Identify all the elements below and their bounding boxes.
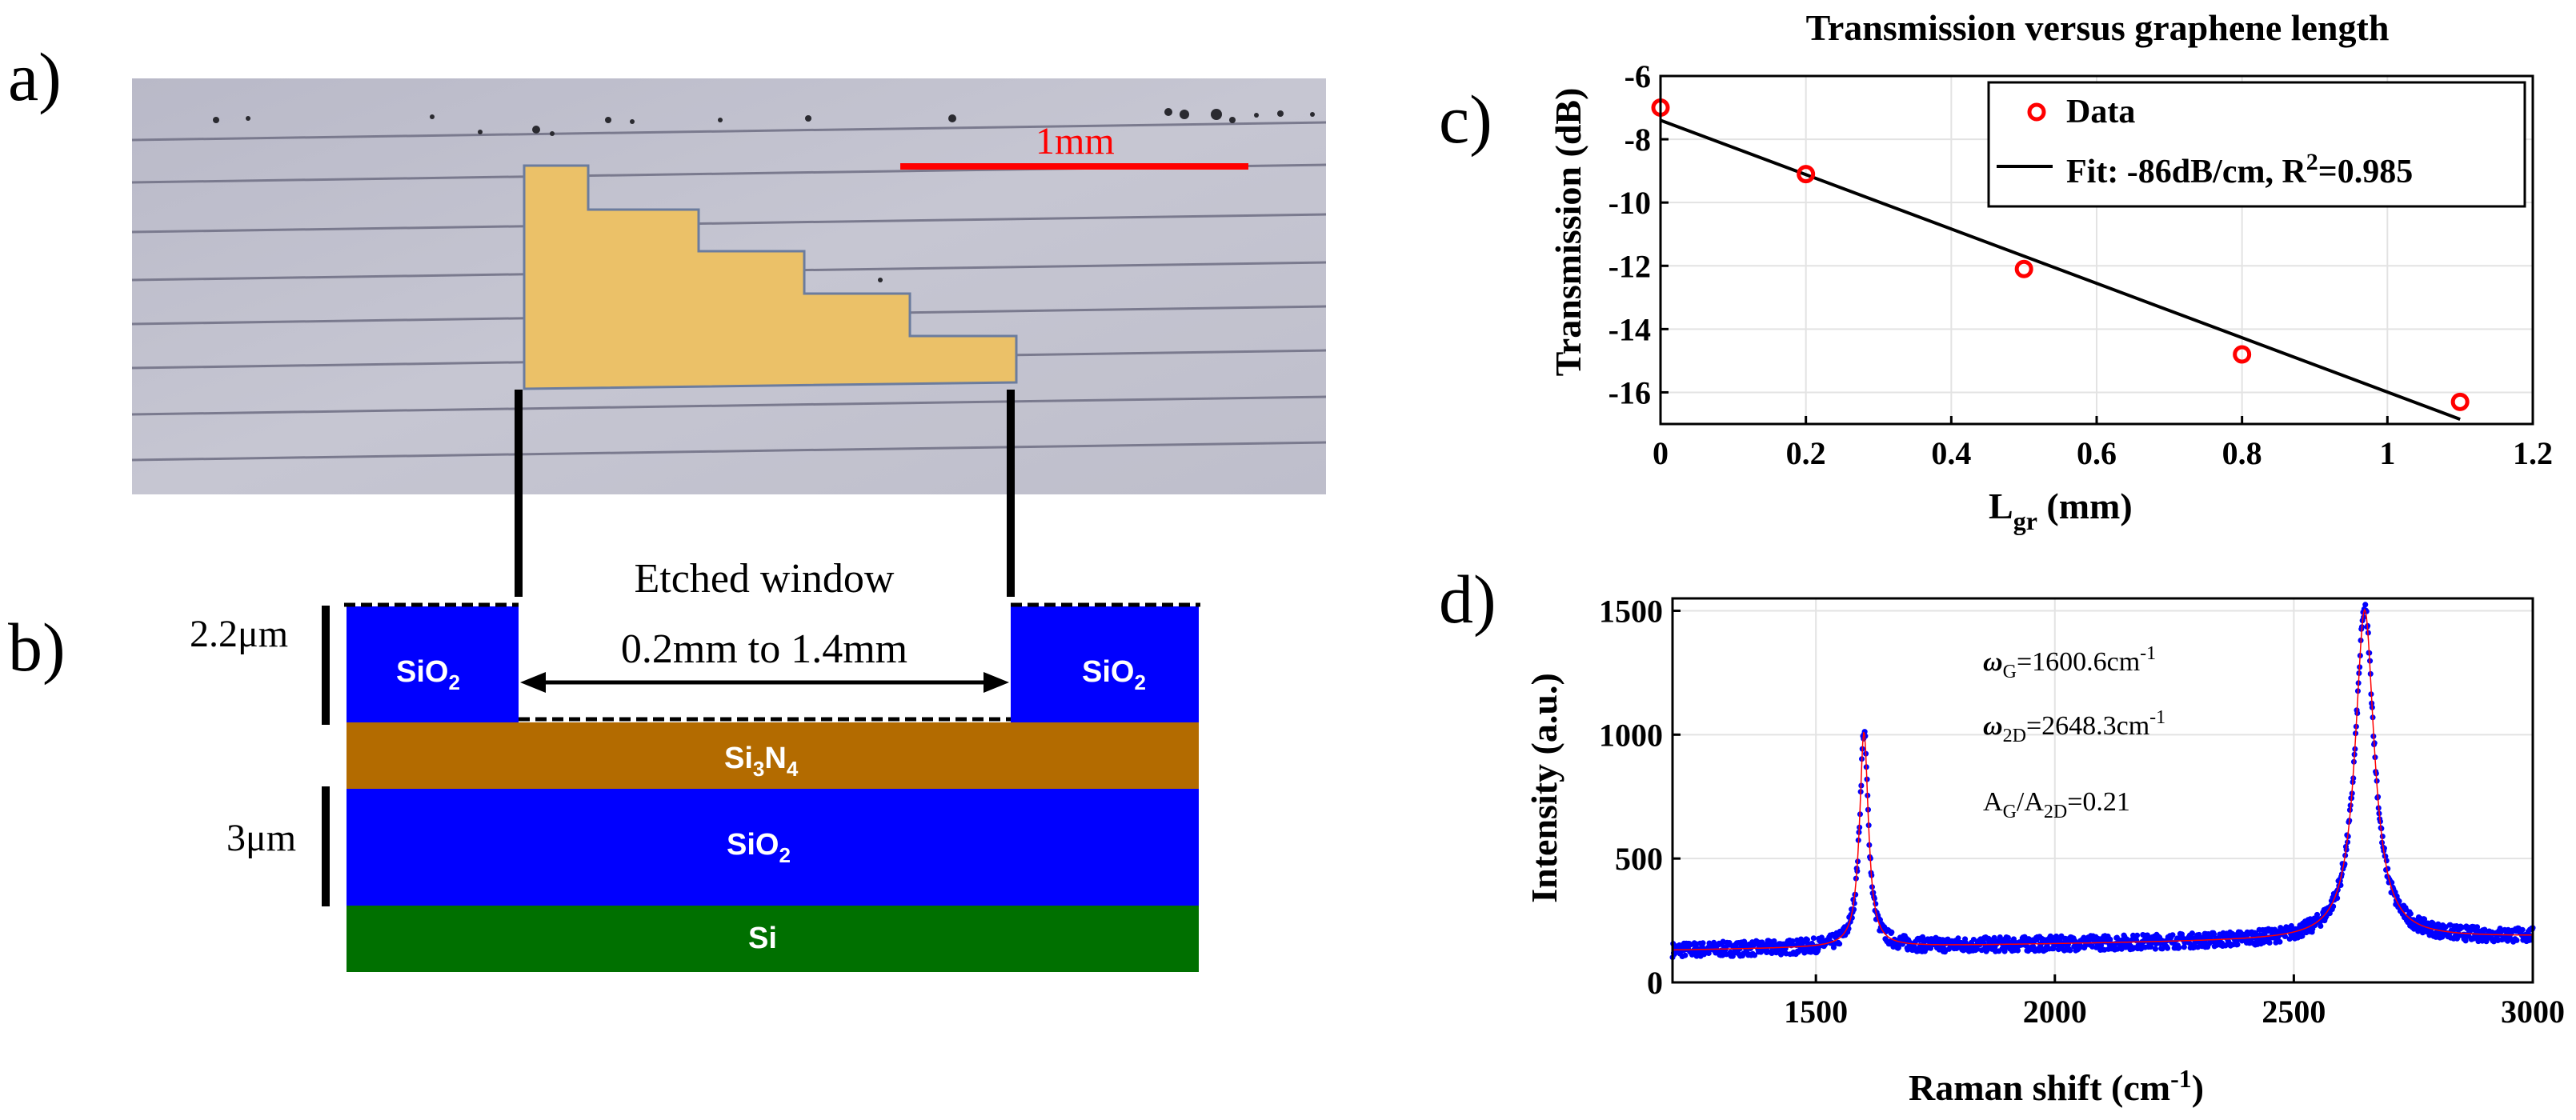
x-tick-label: 0	[1653, 435, 1669, 471]
etched-window-label: Etched window	[635, 556, 895, 602]
panel-label-a: a)	[8, 38, 62, 115]
fit-line	[1660, 118, 2461, 421]
y-tick-label: 1000	[1599, 717, 1663, 753]
layer-sio2-right	[1011, 606, 1199, 722]
legend-label-fit: Fit: -86dB/cm, R2=0.985	[2066, 149, 2413, 190]
y-tick-label: -14	[1608, 311, 1651, 347]
arrow-head-left	[520, 672, 546, 693]
micrograph: 1mm	[131, 78, 1327, 494]
y-tick-label: -10	[1608, 185, 1651, 221]
chart-d-ticks: 1500 2000 2500 3000 0 500 1000 1500	[1599, 593, 2565, 1030]
chart-d-ylabel: Intensity (a.u.)	[1524, 673, 1564, 903]
x-tick-label: 0.8	[2222, 435, 2262, 471]
y-tick-label: -8	[1625, 122, 1651, 158]
annotation-omega-2d: ω2D=2648.3cm-1	[1983, 707, 2165, 746]
chart-c-axes-box	[1659, 74, 2534, 426]
window-range-label: 0.2mm to 1.4mm	[621, 626, 907, 672]
dimension-label-top: 2.2μm	[190, 613, 288, 655]
x-tick-label: 0.2	[1786, 435, 1826, 471]
debris-spots	[213, 108, 1315, 348]
data-point	[2233, 345, 2252, 364]
graphene-flake	[523, 164, 1018, 390]
data-point	[2014, 259, 2033, 278]
chart-raman: Intensity (a.u.) Raman shift (cm-1) 1500…	[1524, 593, 2565, 1108]
x-tick-label: 2500	[2262, 994, 2326, 1030]
annotation-omega-g: ωG=1600.6cm-1	[1983, 643, 2156, 682]
chart-c-marks	[1651, 98, 2470, 421]
chart-d-grid	[1673, 598, 2533, 982]
panel-label-c: c)	[1439, 81, 1492, 158]
x-tick-label: 2000	[2023, 994, 2087, 1030]
spectrum-fit-line	[1673, 608, 2533, 951]
layer-label-si: Si	[748, 922, 777, 955]
x-tick-label: 1.2	[2513, 435, 2553, 471]
chart-c-xlabel: Lgr (mm)	[1989, 486, 2133, 535]
y-tick-label: 500	[1615, 841, 1663, 877]
chart-d-xlabel: Raman shift (cm-1)	[1909, 1064, 2204, 1108]
data-point	[1797, 165, 1816, 184]
chart-c-title: Transmission versus graphene length	[1806, 7, 2390, 48]
y-tick-label: -12	[1608, 248, 1651, 284]
chart-c-ticks: 0 0.2 0.4 0.6 0.8 1 1.2 -16 -14 -12 -10 -8 -6	[1608, 58, 2553, 471]
chart-d-axes-box	[1671, 597, 2534, 984]
scale-bar-label: 1mm	[1036, 120, 1115, 162]
x-tick-label: 1	[2379, 435, 2395, 471]
y-tick-label: -6	[1625, 58, 1651, 94]
panel-label-d: d)	[1439, 561, 1496, 638]
layer-label-sio2-bottom: SiO2	[727, 828, 791, 867]
layer-label-sio2-left: SiO2	[396, 655, 460, 694]
layer-label-sio2-right: SiO2	[1082, 655, 1146, 694]
legend-marker-data	[2027, 102, 2046, 122]
layer-sio2-bottom	[347, 789, 1199, 906]
dimension-label-bottom: 3μm	[226, 817, 296, 859]
chart-c-legend: Data Fit: -86dB/cm, R2=0.985	[1987, 81, 2526, 208]
x-tick-label: 1500	[1784, 994, 1848, 1030]
arrow-head-right	[984, 672, 1009, 693]
y-tick-label: 0	[1647, 965, 1663, 1001]
layer-sio2-left	[347, 606, 519, 722]
panel-label-b: b)	[8, 609, 66, 686]
layer-si3n4	[347, 722, 1199, 789]
x-tick-label: 0.6	[2077, 435, 2117, 471]
layer-si	[347, 906, 1199, 972]
legend-box	[1987, 81, 2526, 208]
chart-c-ylabel: Transmission (dB)	[1548, 88, 1588, 377]
y-tick-label: 1500	[1599, 593, 1663, 629]
x-tick-label: 0.4	[1931, 435, 1971, 471]
annotation-area-ratio: AG/A2D=0.21	[1983, 787, 2130, 822]
y-tick-label: -16	[1608, 374, 1651, 410]
layer-label-si3n4: Si3N4	[724, 742, 799, 781]
legend-label-data: Data	[2066, 94, 2135, 130]
data-point	[2450, 392, 2470, 411]
cross-section: SiO2 SiO2 Si3N4 SiO2 Si Etched window 0.…	[190, 556, 1200, 972]
x-tick-label: 3000	[2501, 994, 2565, 1030]
chart-transmission: Transmission versus graphene length Tran…	[1548, 7, 2553, 535]
